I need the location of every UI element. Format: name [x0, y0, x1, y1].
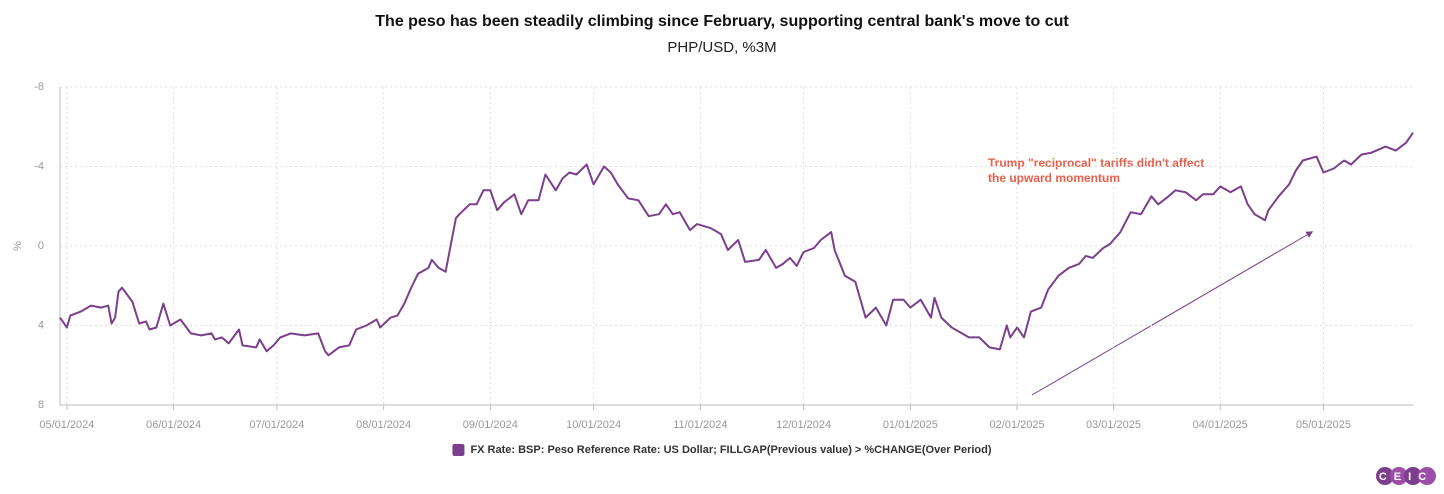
x-tick-label: 08/01/2024 — [356, 419, 411, 431]
y-tick-label: 0 — [38, 240, 44, 252]
y-axis-label: % — [12, 241, 24, 251]
annotation-arrow — [1031, 231, 1314, 396]
x-tick-label: 05/01/2024 — [39, 419, 94, 431]
y-tick-label: 8 — [38, 399, 44, 411]
legend-label: FX Rate: BSP: Peso Reference Rate: US Do… — [470, 444, 991, 456]
legend-swatch — [452, 444, 465, 456]
y-tick-label: -8 — [34, 81, 44, 93]
logo: CEIC — [1376, 467, 1436, 485]
x-tick-label: 03/01/2025 — [1086, 419, 1141, 431]
x-tick-label: 11/01/2024 — [673, 419, 727, 431]
annotation: the upward momentum — [988, 171, 1120, 185]
x-tick-label: 07/01/2024 — [249, 419, 304, 431]
chart-title: The peso has been steadily climbing sinc… — [375, 13, 1069, 30]
x-tick-label: 12/01/2024 — [776, 419, 831, 431]
x-tick-label: 05/01/2025 — [1296, 419, 1351, 431]
x-tick-label: 04/01/2025 — [1193, 419, 1248, 431]
x-tick-label: 06/01/2024 — [146, 419, 201, 431]
y-tick-label: 4 — [38, 319, 44, 331]
annotation: Trump "reciprocal" tariffs didn't affect — [988, 156, 1204, 170]
x-tick-label: 10/01/2024 — [566, 419, 621, 431]
line-series — [59, 132, 1414, 357]
x-tick-label: 01/01/2025 — [883, 419, 938, 431]
y-tick-label: -4 — [34, 160, 44, 172]
chart-subtitle: PHP/USD, %3M — [667, 39, 776, 56]
x-tick-label: 09/01/2024 — [463, 419, 518, 431]
logo-text: CEIC — [1379, 471, 1433, 483]
x-tick-label: 02/01/2025 — [990, 419, 1045, 431]
